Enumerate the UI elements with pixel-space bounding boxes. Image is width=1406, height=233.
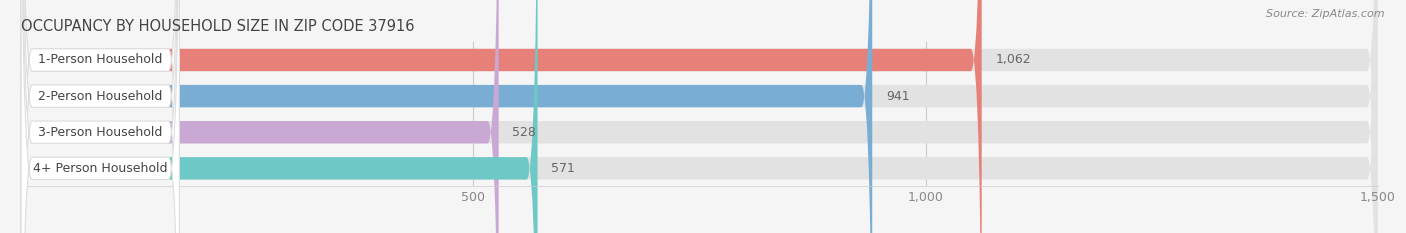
FancyBboxPatch shape — [21, 0, 1378, 233]
FancyBboxPatch shape — [21, 0, 180, 233]
FancyBboxPatch shape — [21, 0, 1378, 233]
FancyBboxPatch shape — [21, 0, 1378, 233]
FancyBboxPatch shape — [21, 0, 537, 233]
Text: 941: 941 — [886, 90, 910, 103]
FancyBboxPatch shape — [21, 0, 872, 233]
FancyBboxPatch shape — [21, 0, 1378, 233]
FancyBboxPatch shape — [21, 0, 180, 233]
FancyBboxPatch shape — [21, 0, 180, 233]
FancyBboxPatch shape — [21, 0, 499, 233]
Text: 2-Person Household: 2-Person Household — [38, 90, 163, 103]
Text: 3-Person Household: 3-Person Household — [38, 126, 163, 139]
Text: 528: 528 — [512, 126, 536, 139]
FancyBboxPatch shape — [21, 0, 180, 233]
Text: 1,062: 1,062 — [995, 54, 1031, 66]
FancyBboxPatch shape — [21, 0, 981, 233]
Text: 1-Person Household: 1-Person Household — [38, 54, 163, 66]
Text: 4+ Person Household: 4+ Person Household — [32, 162, 167, 175]
Text: Source: ZipAtlas.com: Source: ZipAtlas.com — [1267, 9, 1385, 19]
Text: OCCUPANCY BY HOUSEHOLD SIZE IN ZIP CODE 37916: OCCUPANCY BY HOUSEHOLD SIZE IN ZIP CODE … — [21, 19, 415, 34]
Text: 571: 571 — [551, 162, 575, 175]
